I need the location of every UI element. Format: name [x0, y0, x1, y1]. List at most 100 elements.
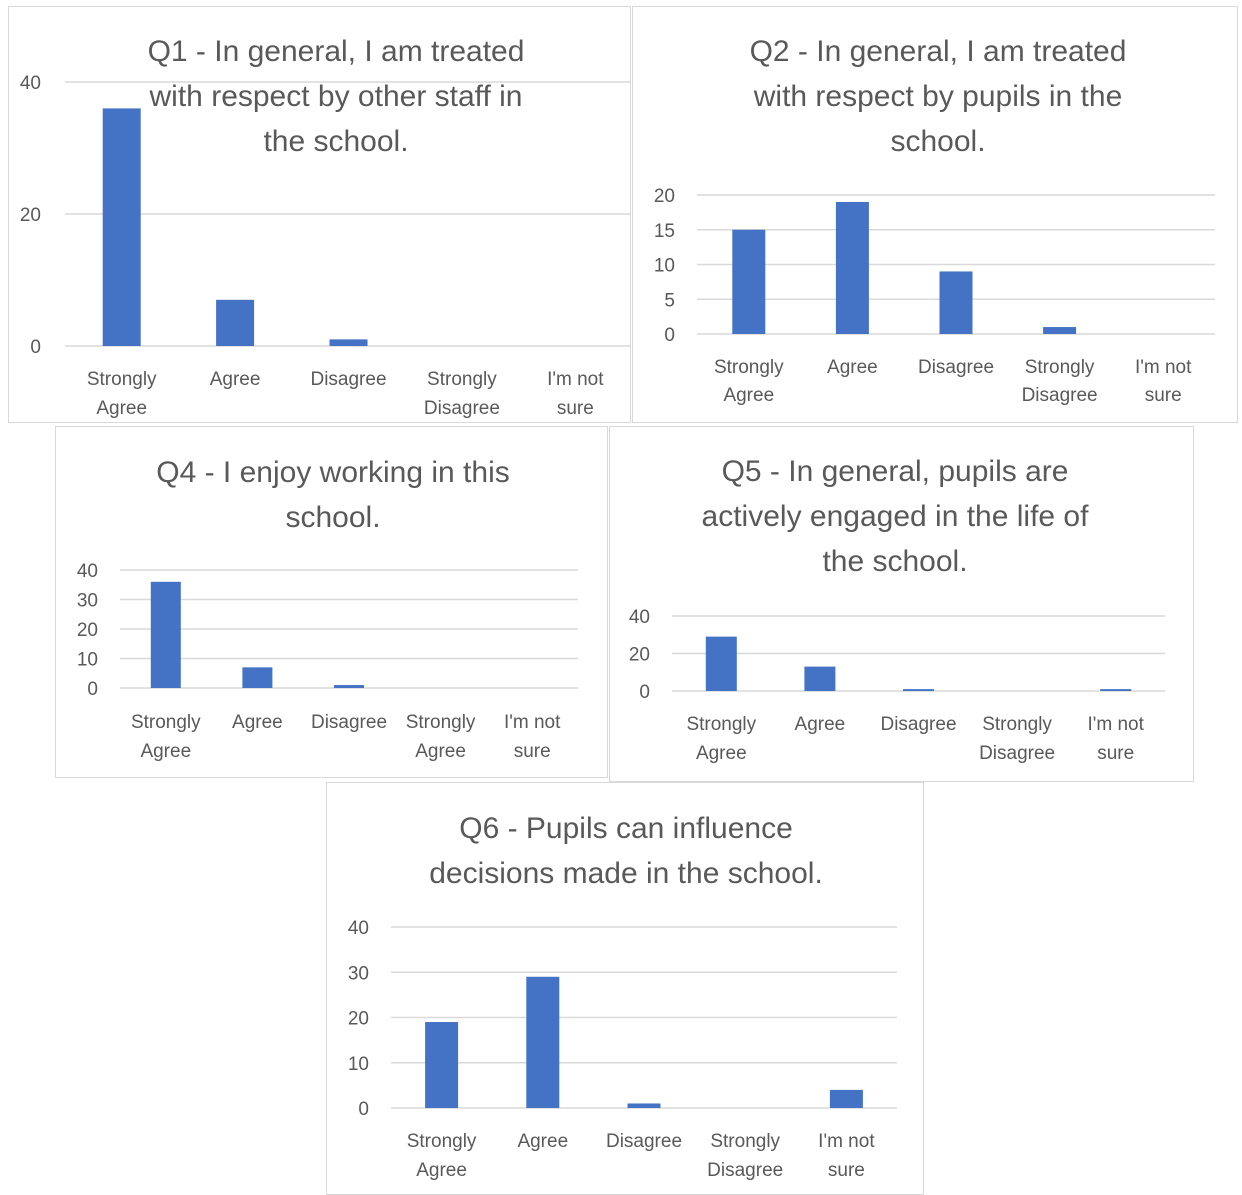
chart-panel-q1: 0 20 40 Q1 - In general, I am treated with r… — [8, 6, 631, 423]
chart-panel-q6: 0 10 20 30 40 Q6 - Pupils can influence decisi… — [326, 782, 924, 1195]
x-tick-label: Agree — [517, 1131, 568, 1152]
x-tick-label-line: Agree — [232, 712, 283, 733]
x-tick-label-line: Agree — [827, 357, 878, 378]
bar — [329, 339, 368, 346]
chart-title-line: Q5 - In general, pupils are — [722, 455, 1069, 488]
bar — [526, 976, 560, 1108]
y-tick-label: 0 — [639, 682, 650, 703]
chart-title: Q2 - In general, I am treated with respec… — [750, 35, 1127, 158]
bar — [939, 271, 973, 334]
chart-panel-q2: 0 5 10 15 20 Q2 - In general, I am treated wit… — [632, 6, 1238, 423]
x-tick-label: Strongly Disagree — [1022, 357, 1098, 406]
x-tick-label: Strongly Disagree — [979, 714, 1055, 764]
chart-title-line: school. — [890, 125, 985, 158]
bar — [835, 201, 869, 334]
x-tick-label-line: Disagree — [880, 714, 956, 735]
bar — [1043, 327, 1077, 334]
chart-title: Q1 - In general, I am treated with respec… — [148, 35, 525, 158]
x-tick-label: Strongly Disagree — [707, 1131, 783, 1181]
y-tick-label: 20 — [20, 205, 41, 226]
chart-title-line: actively engaged in the life of — [702, 500, 1090, 533]
bar — [804, 666, 836, 691]
chart-title: Q4 - I enjoy working in this school. — [156, 456, 509, 534]
y-tick-label: 40 — [20, 73, 41, 94]
x-tick-label: Agree — [827, 357, 878, 378]
x-tick-label-line: Strongly — [406, 712, 476, 733]
chart-title-line: with respect by other staff in — [149, 80, 523, 113]
chart-title: Q6 - Pupils can influence decisions made … — [429, 812, 823, 890]
x-tick-label: Strongly Agree — [131, 712, 201, 762]
x-tick-label: Agree — [232, 712, 283, 733]
x-tick-label-line: Strongly — [87, 369, 157, 390]
chart-title-line: with respect by pupils in the — [753, 80, 1123, 113]
x-tick-label-line: sure — [557, 398, 594, 419]
x-tick-label-line: Disagree — [310, 369, 386, 390]
x-tick-label-line: Strongly — [427, 369, 497, 390]
y-tick-label: 5 — [664, 290, 675, 311]
bar — [150, 581, 181, 688]
y-tick-label: 0 — [30, 337, 41, 358]
x-tick-label-line: Strongly — [1025, 357, 1095, 378]
x-tick-label-line: Disagree — [311, 712, 387, 733]
chart-q2: 0 5 10 15 20 Q2 - In general, I am treated wit… — [654, 35, 1215, 406]
bar — [627, 1103, 661, 1108]
x-tick-label-line: Agree — [416, 1160, 467, 1181]
x-tick-label: Disagree — [606, 1131, 682, 1152]
bar — [829, 1089, 863, 1108]
chart-title-line: school. — [285, 501, 380, 534]
x-tick-label-line: I'm not — [504, 712, 561, 733]
y-tick-label: 0 — [358, 1099, 369, 1120]
x-tick-label: Strongly Agree — [406, 712, 476, 762]
x-tick-label-line: Strongly — [982, 714, 1052, 735]
bar — [1100, 689, 1132, 691]
x-tick-label-line: sure — [1097, 743, 1134, 764]
x-tick-label: Strongly Agree — [714, 357, 784, 406]
x-tick-label-line: Agree — [517, 1131, 568, 1152]
bar — [732, 229, 766, 334]
chart-title-line: Q1 - In general, I am treated — [148, 35, 525, 68]
x-tick-label: Disagree — [918, 357, 994, 378]
x-tick-label-line: sure — [828, 1160, 865, 1181]
x-tick-label: Strongly Agree — [87, 369, 157, 419]
y-tick-label: 20 — [629, 645, 650, 666]
y-tick-label: 40 — [77, 561, 98, 582]
x-tick-label-line: Agree — [140, 741, 191, 762]
x-tick-label-line: I'm not — [818, 1131, 875, 1152]
x-tick-label-line: Strongly — [686, 714, 756, 735]
x-tick-label-line: Disagree — [606, 1131, 682, 1152]
x-tick-label-line: Agree — [696, 743, 747, 764]
x-tick-label-line: Strongly — [407, 1131, 477, 1152]
x-tick-label-line: Disagree — [918, 357, 994, 378]
y-tick-label: 10 — [77, 650, 98, 671]
x-tick-label: I'm not sure — [818, 1131, 875, 1181]
y-tick-label: 10 — [654, 256, 675, 277]
bar — [903, 689, 934, 691]
x-tick-label-line: I'm not — [1087, 714, 1144, 735]
y-tick-label: 0 — [664, 325, 675, 346]
chart-title-line: Q4 - I enjoy working in this — [156, 456, 509, 489]
x-tick-label: Agree — [795, 714, 846, 735]
x-tick-label: Disagree — [310, 369, 386, 390]
x-tick-label-line: Disagree — [979, 743, 1055, 764]
x-tick-label: Strongly Disagree — [424, 369, 500, 419]
chart-panel-q5: 0 20 40 Q5 - In general, pupils are actively… — [609, 426, 1194, 782]
x-tick-label-line: Disagree — [707, 1160, 783, 1181]
y-tick-label: 20 — [348, 1009, 369, 1030]
chart-q6: 0 10 20 30 40 Q6 - Pupils can influence decisi… — [348, 812, 897, 1181]
x-tick-label-line: Strongly — [710, 1131, 780, 1152]
x-tick-label-line: I'm not — [547, 369, 604, 390]
chart-title-line: the school. — [263, 125, 408, 158]
x-tick-label-line: Agree — [723, 385, 774, 406]
chart-title-line: decisions made in the school. — [429, 857, 823, 890]
x-tick-label: I'm not sure — [1087, 714, 1144, 764]
x-tick-label: Disagree — [880, 714, 956, 735]
bar — [242, 667, 273, 688]
bar — [705, 636, 737, 691]
x-tick-label: Strongly Agree — [407, 1131, 477, 1181]
bar — [425, 1022, 459, 1108]
x-tick-label-line: Agree — [795, 714, 846, 735]
chart-panel-q4: 0 10 20 30 40 Q4 - I enjoy working in this sch… — [55, 426, 608, 778]
chart-title: Q5 - In general, pupils are actively enga… — [702, 455, 1090, 578]
x-tick-label-line: Agree — [415, 741, 466, 762]
x-tick-label-line: Strongly — [714, 357, 784, 378]
